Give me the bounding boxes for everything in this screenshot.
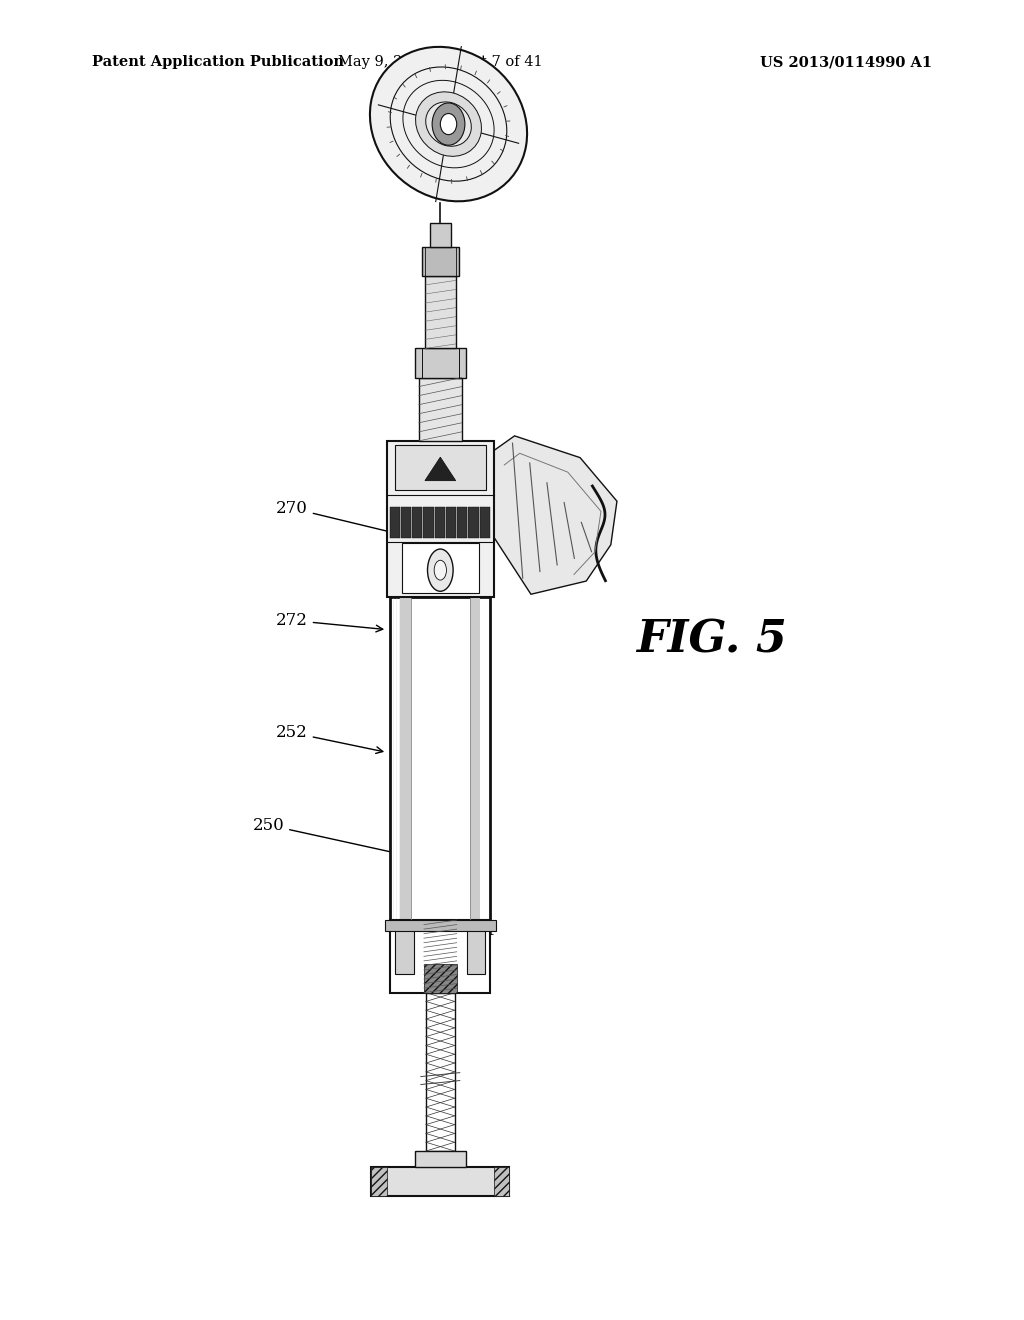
Bar <box>400 597 411 920</box>
Bar <box>371 1167 387 1196</box>
Bar <box>422 247 459 276</box>
Circle shape <box>432 103 465 145</box>
Bar <box>424 507 434 539</box>
Bar <box>389 507 399 539</box>
Bar <box>430 223 451 247</box>
Ellipse shape <box>428 549 453 591</box>
Bar <box>385 920 496 931</box>
Bar <box>469 507 479 539</box>
Bar <box>424 964 457 993</box>
Bar <box>415 1151 466 1167</box>
Bar <box>395 445 486 490</box>
Text: 250: 250 <box>252 817 402 857</box>
Bar <box>390 597 490 920</box>
Bar <box>494 1167 510 1196</box>
Bar <box>457 507 467 539</box>
Polygon shape <box>494 436 616 594</box>
Bar <box>401 543 479 593</box>
Text: 270: 270 <box>275 500 414 540</box>
Bar <box>415 348 466 378</box>
Polygon shape <box>425 457 456 480</box>
Text: May 9, 2013   Sheet 7 of 41: May 9, 2013 Sheet 7 of 41 <box>338 55 543 70</box>
Bar <box>446 507 457 539</box>
Text: US 2013/0114990 A1: US 2013/0114990 A1 <box>760 55 932 70</box>
Text: Patent Application Publication: Patent Application Publication <box>92 55 344 70</box>
Ellipse shape <box>416 92 481 156</box>
Ellipse shape <box>426 102 471 147</box>
Bar <box>426 993 455 1151</box>
Bar <box>395 927 414 974</box>
Text: 254: 254 <box>432 913 496 939</box>
Bar <box>371 1167 510 1196</box>
Bar <box>467 927 485 974</box>
Bar <box>425 276 456 348</box>
Bar <box>412 507 423 539</box>
Bar <box>401 507 412 539</box>
Bar <box>470 597 480 920</box>
Bar <box>479 507 490 539</box>
Bar <box>419 378 462 441</box>
Text: FIG. 5: FIG. 5 <box>636 619 787 661</box>
Ellipse shape <box>434 560 446 579</box>
Ellipse shape <box>370 46 527 202</box>
Text: 252: 252 <box>275 725 383 754</box>
Bar <box>390 920 490 993</box>
Text: 272: 272 <box>275 612 383 632</box>
Bar <box>387 441 494 597</box>
Circle shape <box>440 114 457 135</box>
Bar <box>434 507 444 539</box>
